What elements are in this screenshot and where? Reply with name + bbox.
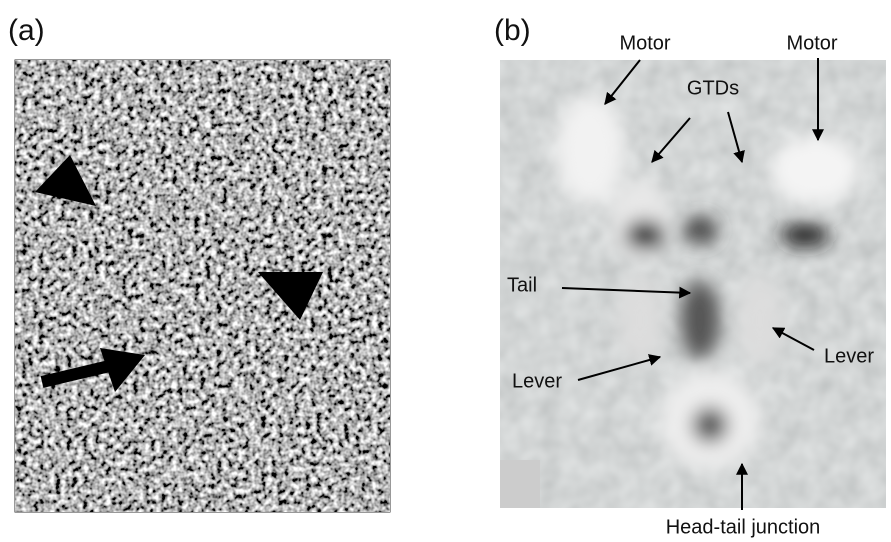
- annotation: Motor: [619, 32, 670, 54]
- micrograph-b: [500, 60, 886, 508]
- page: (a) (b) Motor Motor GTDs Tail Lever Le: [0, 0, 891, 542]
- micrograph-a: [15, 60, 390, 512]
- annotation: Motor: [786, 32, 837, 54]
- annotation: GTDs: [687, 77, 739, 99]
- annotation: Tail: [507, 274, 537, 296]
- annotation: Lever: [512, 370, 562, 392]
- annotation: Lever: [824, 345, 874, 367]
- annotation: Head-tail junction: [666, 516, 821, 538]
- panel-label: (a): [8, 14, 45, 47]
- figure: (a) (b) Motor Motor GTDs Tail Lever Le: [0, 0, 891, 542]
- panel-label: (b): [494, 14, 531, 47]
